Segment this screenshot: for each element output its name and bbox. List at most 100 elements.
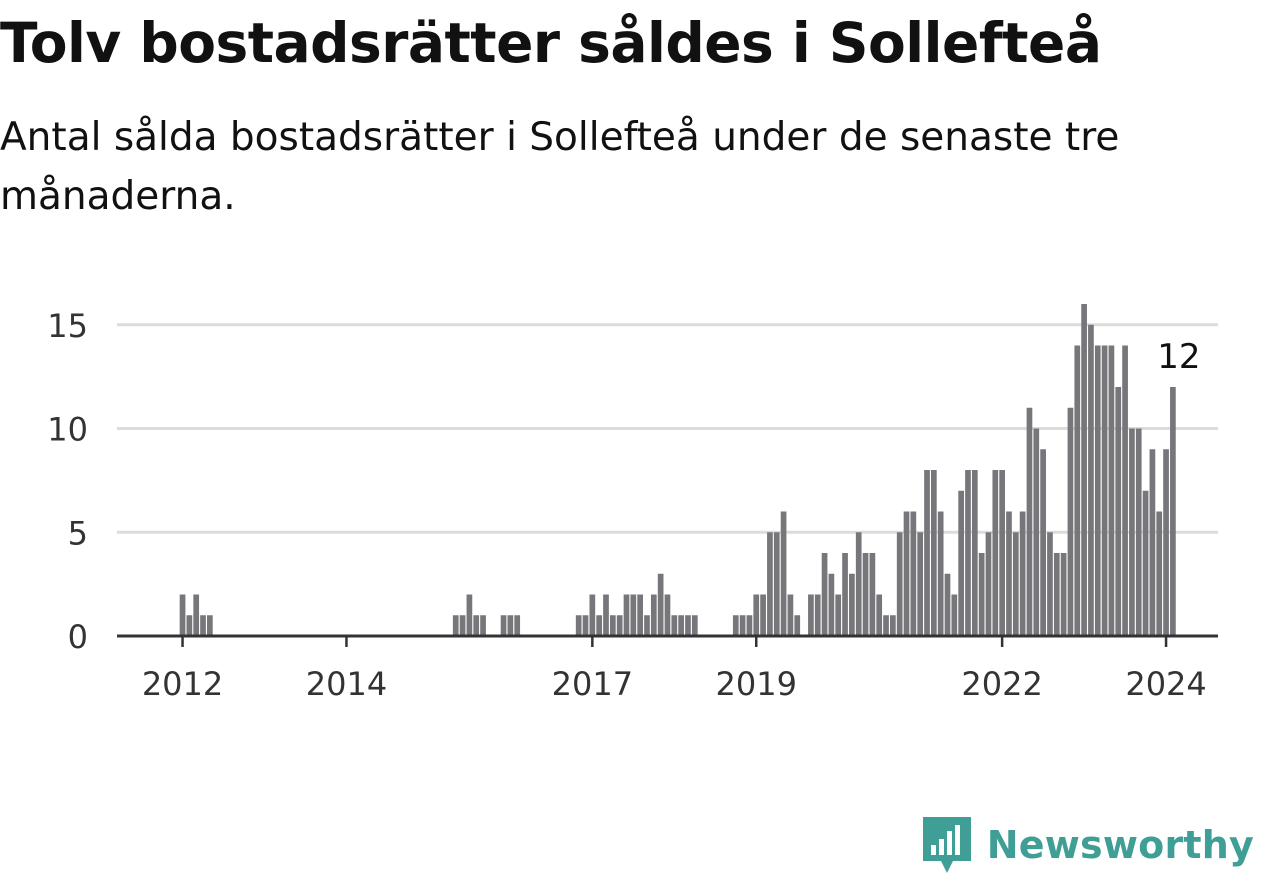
bar	[1163, 449, 1169, 636]
x-axis-ticks: 2012 2014 2017 2019 2022 2024	[142, 636, 1207, 703]
bar	[678, 615, 684, 636]
bar	[883, 615, 889, 636]
bar	[855, 532, 862, 636]
x-tick-label: 2012	[142, 665, 223, 703]
bar	[637, 594, 643, 636]
bar	[760, 594, 766, 636]
bar	[200, 615, 206, 636]
y-tick-label: 5	[68, 514, 88, 552]
y-tick-label: 10	[47, 411, 88, 449]
bar	[596, 615, 603, 636]
bar	[514, 615, 521, 636]
chart-subtitle: Antal sålda bostadsrätter i Sollefteå un…	[0, 115, 1120, 219]
bar	[1101, 345, 1108, 636]
bar	[1142, 490, 1149, 636]
bar	[842, 553, 848, 636]
x-tick-label: 2022	[961, 665, 1042, 703]
bar	[835, 594, 842, 636]
newsworthy-logo: Newsworthy	[919, 813, 1254, 877]
bar	[1088, 324, 1094, 636]
bar	[808, 594, 814, 636]
bar	[787, 594, 794, 636]
bar	[186, 615, 193, 636]
bar	[937, 511, 944, 636]
bar	[582, 615, 589, 636]
gridlines	[117, 323, 1218, 534]
bar	[773, 532, 780, 636]
bar	[603, 594, 609, 636]
bar	[459, 615, 466, 636]
bar	[999, 470, 1005, 636]
bar	[466, 594, 473, 636]
bar	[780, 511, 787, 636]
bar	[664, 594, 671, 636]
bar	[1094, 345, 1101, 636]
bar	[685, 615, 691, 636]
newsworthy-logo-icon	[922, 817, 971, 873]
bar	[1033, 428, 1040, 636]
bar	[1012, 532, 1019, 636]
bar	[794, 615, 801, 636]
brand-name: Newsworthy	[986, 823, 1254, 867]
bar	[862, 553, 869, 636]
bar	[575, 615, 582, 636]
bar	[1122, 345, 1128, 636]
bar	[650, 594, 657, 636]
bar	[992, 470, 999, 636]
bar	[691, 615, 698, 636]
bar	[876, 594, 883, 636]
bar	[1074, 345, 1081, 636]
bar	[630, 594, 637, 636]
bar	[985, 532, 992, 636]
bar	[1108, 345, 1115, 636]
bar	[971, 470, 978, 636]
highlight-value-label: 12	[1157, 337, 1200, 377]
bar	[1019, 511, 1026, 636]
bar	[739, 615, 746, 636]
bar	[473, 615, 480, 636]
bar	[207, 615, 213, 636]
bar	[828, 573, 835, 636]
x-tick-label: 2014	[306, 665, 387, 703]
bar	[193, 594, 200, 636]
bar	[1129, 428, 1135, 636]
bar	[609, 615, 616, 636]
bar	[1067, 407, 1074, 636]
y-tick-label: 0	[68, 618, 88, 656]
bar	[480, 615, 486, 636]
bar	[1135, 428, 1142, 636]
bar	[944, 573, 951, 636]
bar	[1081, 304, 1087, 636]
bar	[616, 615, 623, 636]
bar	[644, 615, 650, 636]
bar	[821, 553, 828, 636]
bar	[1060, 553, 1067, 636]
bar	[849, 573, 855, 636]
chart-title: Tolv bostadsrätter såldes i Sollefteå	[0, 11, 1102, 75]
bar	[1170, 387, 1176, 636]
bar	[951, 594, 958, 636]
x-tick-label: 2019	[716, 665, 797, 703]
bars	[179, 304, 1176, 636]
bar	[1047, 532, 1053, 636]
y-tick-label: 15	[47, 307, 88, 345]
bar	[1053, 553, 1060, 636]
bar	[732, 615, 739, 636]
bar	[657, 573, 664, 636]
bar	[910, 511, 917, 636]
bar	[1006, 511, 1012, 636]
bar	[1026, 407, 1033, 636]
data-labels: 12	[1157, 337, 1200, 377]
bar	[500, 615, 507, 636]
bar	[924, 470, 930, 636]
bar	[1149, 449, 1156, 636]
bar	[1156, 511, 1163, 636]
x-tick-label: 2024	[1125, 665, 1206, 703]
bar	[507, 615, 514, 636]
bar	[896, 532, 903, 636]
bar	[452, 615, 459, 636]
bar	[767, 532, 773, 636]
bar	[589, 594, 596, 636]
bar	[623, 594, 630, 636]
bar	[179, 594, 186, 636]
